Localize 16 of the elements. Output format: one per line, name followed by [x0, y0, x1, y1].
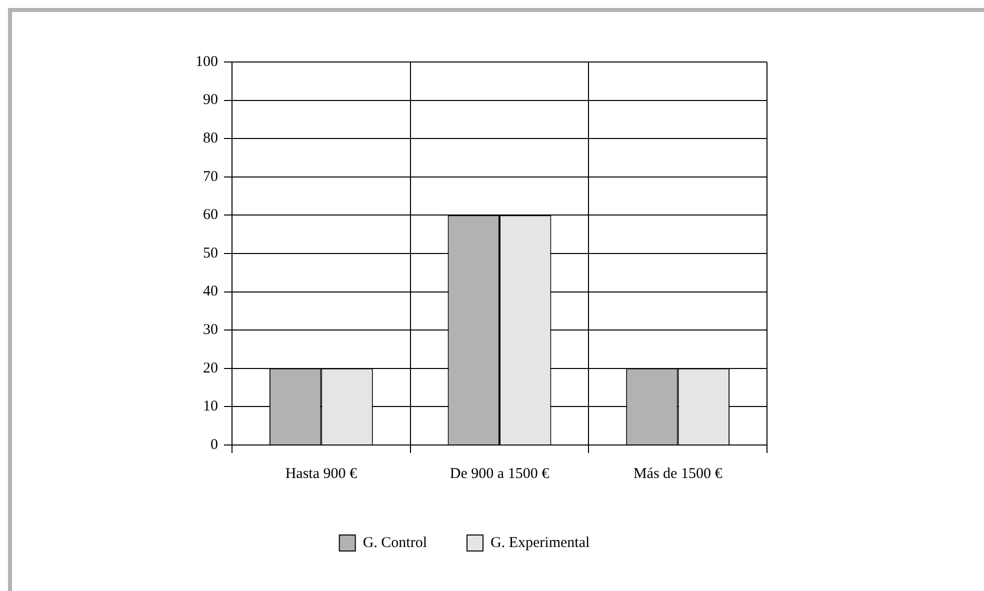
x-tick-label: Más de 1500 € [633, 466, 723, 482]
legend-label: G. Experimental [490, 534, 590, 551]
y-tick-label: 10 [203, 398, 218, 415]
y-tick-label: 0 [210, 436, 218, 453]
y-tick-label: 20 [203, 360, 218, 376]
legend-label: G. Control [362, 534, 428, 551]
y-tick-label: 60 [203, 207, 218, 224]
y-tick-label: 90 [203, 92, 218, 108]
x-tick-label: De 900 a 1500 € [450, 466, 550, 482]
y-tick-label: 50 [203, 245, 218, 262]
y-tick-label: 70 [203, 168, 218, 185]
y-tick-label: 80 [203, 130, 218, 147]
y-tick-label: 30 [203, 322, 218, 338]
x-tick-label: Hasta 900 € [285, 466, 358, 482]
y-tick-label: 40 [203, 284, 218, 300]
y-tick-label: 100 [196, 54, 218, 70]
